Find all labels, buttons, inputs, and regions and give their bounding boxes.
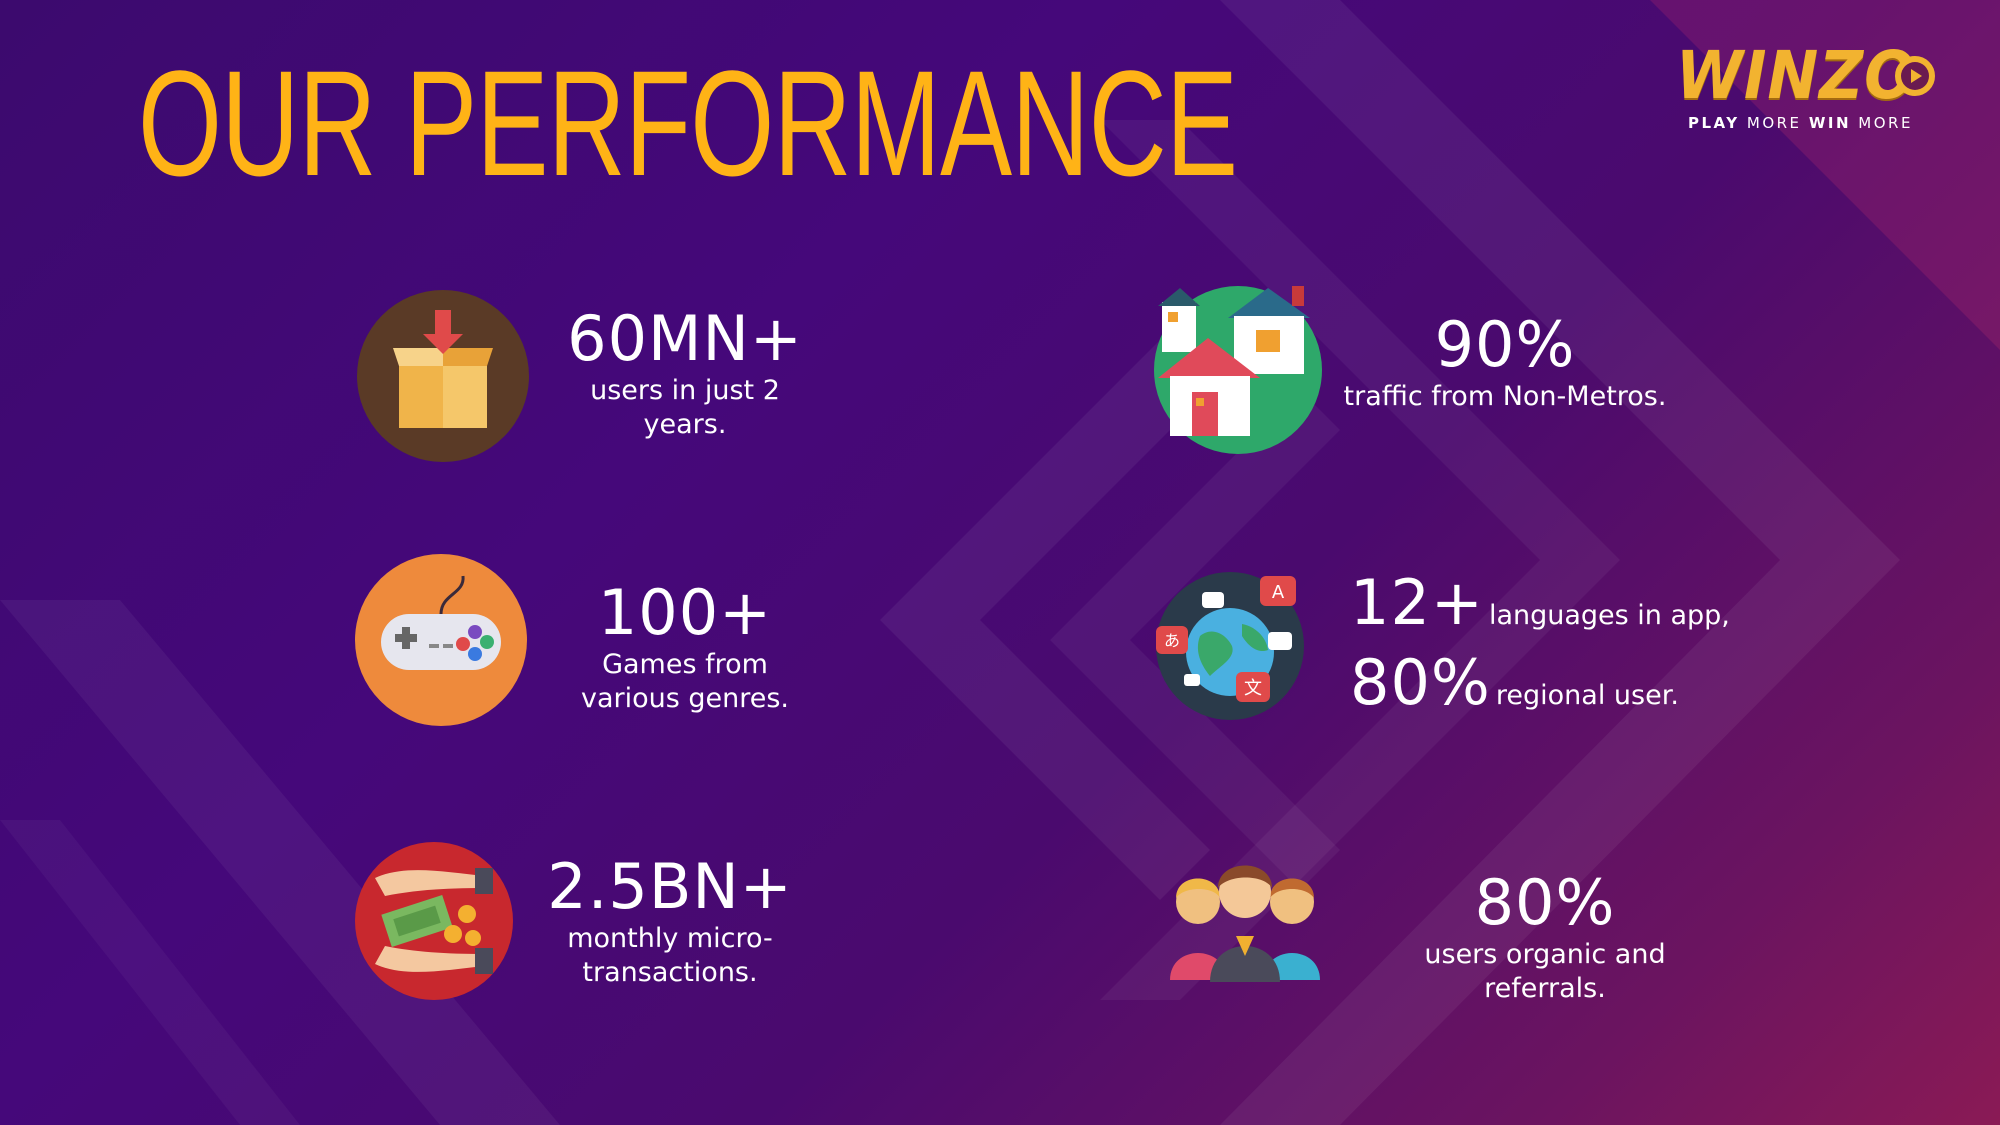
- winzo-logo: WINZO PLAY MORE WIN MORE: [1670, 40, 1940, 140]
- stat-languages: 12+ languages in app,: [1350, 568, 1730, 638]
- stat-value: 60MN+: [567, 302, 803, 375]
- stat-description: Games from various genres.: [580, 649, 790, 714]
- svg-text:文: 文: [1244, 678, 1262, 699]
- logo-tagline: PLAY MORE WIN MORE: [1688, 114, 1913, 132]
- stat-description: users in just 2 years.: [590, 375, 780, 440]
- stat-description: traffic from Non-Metros.: [1343, 381, 1667, 412]
- stat-traffic: 90% traffic from Non-Metros.: [1330, 310, 1680, 414]
- stat-users: 60MN+ users in just 2 years.: [520, 304, 850, 442]
- stat-value: 80%: [1350, 646, 1491, 719]
- stat-value: 90%: [1434, 308, 1576, 381]
- stat-transactions: 2.5BN+ monthly micro-transactions.: [505, 852, 835, 990]
- globe-languages-icon: A あ 文: [1156, 572, 1304, 720]
- stat-value: 2.5BN+: [547, 850, 793, 923]
- stat-description: monthly micro-transactions.: [567, 923, 773, 988]
- stat-description: regional user.: [1495, 680, 1679, 711]
- svg-text:A: A: [1272, 582, 1285, 603]
- people-group-icon: [1170, 865, 1320, 982]
- page-title: OUR PERFORMANCE: [138, 39, 1238, 207]
- stat-organic: 80% users organic and referrals.: [1380, 868, 1710, 1006]
- download-box-icon: [357, 290, 529, 462]
- game-controller-icon: [355, 554, 527, 726]
- stat-description: languages in app,: [1488, 600, 1730, 631]
- play-icon: [1895, 56, 1935, 96]
- money-hands-icon: [355, 842, 513, 1000]
- stat-regional: 80% regional user.: [1350, 648, 1679, 718]
- logo-wordmark: WINZO: [1676, 37, 1917, 114]
- stat-value: 80%: [1474, 866, 1616, 939]
- stat-description: users organic and referrals.: [1424, 939, 1666, 1004]
- stat-value: 100+: [597, 576, 773, 649]
- svg-text:あ: あ: [1164, 631, 1180, 650]
- stat-games: 100+ Games from various genres.: [520, 578, 850, 716]
- houses-icon: [1154, 286, 1322, 454]
- stat-value: 12+: [1350, 566, 1484, 639]
